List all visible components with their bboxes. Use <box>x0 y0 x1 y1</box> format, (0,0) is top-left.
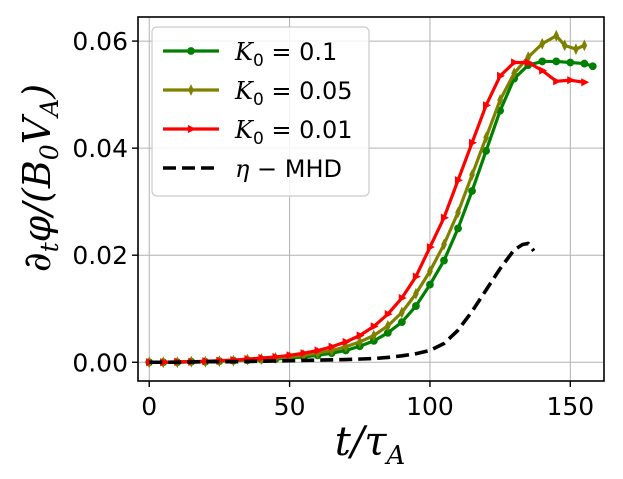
data-point <box>202 357 211 366</box>
data-point <box>427 265 433 278</box>
legend-entry-3: η − MHD <box>163 155 342 183</box>
data-point <box>384 319 391 332</box>
data-point <box>566 58 575 67</box>
legend-label: K0 = 0.01 <box>234 116 353 149</box>
data-point <box>440 256 448 265</box>
data-point <box>539 37 546 50</box>
legend-entry-0: K0 = 0.1 <box>163 38 337 71</box>
y-tick-label: 0.04 <box>72 134 128 163</box>
data-point <box>399 306 405 319</box>
data-point <box>580 59 589 68</box>
data-point <box>397 318 406 327</box>
data-point <box>413 287 419 300</box>
data-point <box>552 57 561 66</box>
plot-frame <box>137 16 605 382</box>
data-point <box>356 331 365 340</box>
data-point <box>567 76 576 85</box>
svg-text:∂tφ/(B0VA): ∂tφ/(B0VA) <box>15 84 64 272</box>
data-point <box>454 176 463 185</box>
y-axis-title: ∂tφ/(B0VA) <box>15 84 64 272</box>
data-point <box>511 67 518 80</box>
data-point <box>328 342 337 351</box>
legend-marker <box>187 124 196 134</box>
data-point <box>538 57 547 66</box>
y-tick-label: 0.02 <box>72 241 128 270</box>
data-point <box>482 101 491 110</box>
legend-entry-2: K0 = 0.01 <box>163 116 353 149</box>
data-point <box>342 337 351 347</box>
data-point <box>258 353 267 363</box>
axis-ticks: 0 50 100 150 0.00 0.02 0.04 0.06 <box>72 27 594 421</box>
series-layer <box>145 29 597 369</box>
x-tick-label: 100 <box>406 392 454 421</box>
data-point <box>314 346 323 355</box>
data-point <box>539 66 548 75</box>
y-tick-label: 0.00 <box>72 348 128 377</box>
data-point <box>497 71 505 80</box>
y-tick-label: 0.06 <box>72 27 128 56</box>
data-point <box>454 224 462 233</box>
legend-box <box>151 26 370 197</box>
data-point <box>286 351 295 360</box>
data-point <box>497 94 503 106</box>
data-point <box>455 206 461 219</box>
legend-label: η − MHD <box>235 155 342 183</box>
data-point <box>525 58 534 67</box>
data-point <box>384 309 393 319</box>
data-point <box>441 238 447 251</box>
data-point <box>272 352 281 362</box>
data-point <box>426 243 435 252</box>
data-point <box>370 329 377 342</box>
data-point <box>511 58 520 67</box>
data-point <box>412 302 420 310</box>
data-point <box>469 168 475 181</box>
data-point <box>426 280 434 289</box>
data-point <box>573 43 579 56</box>
data-point <box>482 146 490 155</box>
legend: K0 = 0.1 K0 = 0.05 K0 = 0.01 η − MHD <box>151 26 370 197</box>
data-point <box>370 322 379 331</box>
x-tick-label: 0 <box>141 392 157 421</box>
data-point <box>440 213 449 222</box>
legend-marker <box>188 84 194 96</box>
data-point <box>588 62 597 71</box>
data-point <box>300 349 309 358</box>
data-point <box>561 39 568 52</box>
legend-label: K0 = 0.05 <box>234 77 353 110</box>
data-point <box>553 29 560 42</box>
legend-label: K0 = 0.1 <box>234 38 337 71</box>
x-tick-label: 50 <box>274 392 306 421</box>
legend-entry-1: K0 = 0.05 <box>163 77 353 110</box>
series-2 <box>146 58 590 367</box>
data-point <box>398 293 407 303</box>
data-point <box>581 39 588 52</box>
data-point <box>581 78 590 87</box>
data-point <box>468 187 476 195</box>
data-point <box>356 335 363 348</box>
series-line <box>149 241 536 365</box>
data-point <box>412 272 421 281</box>
data-point <box>553 77 562 86</box>
data-point <box>483 131 489 144</box>
x-tick-label: 150 <box>546 392 594 421</box>
series-3 <box>149 241 536 365</box>
legend-marker <box>187 47 195 55</box>
data-point <box>468 138 477 147</box>
